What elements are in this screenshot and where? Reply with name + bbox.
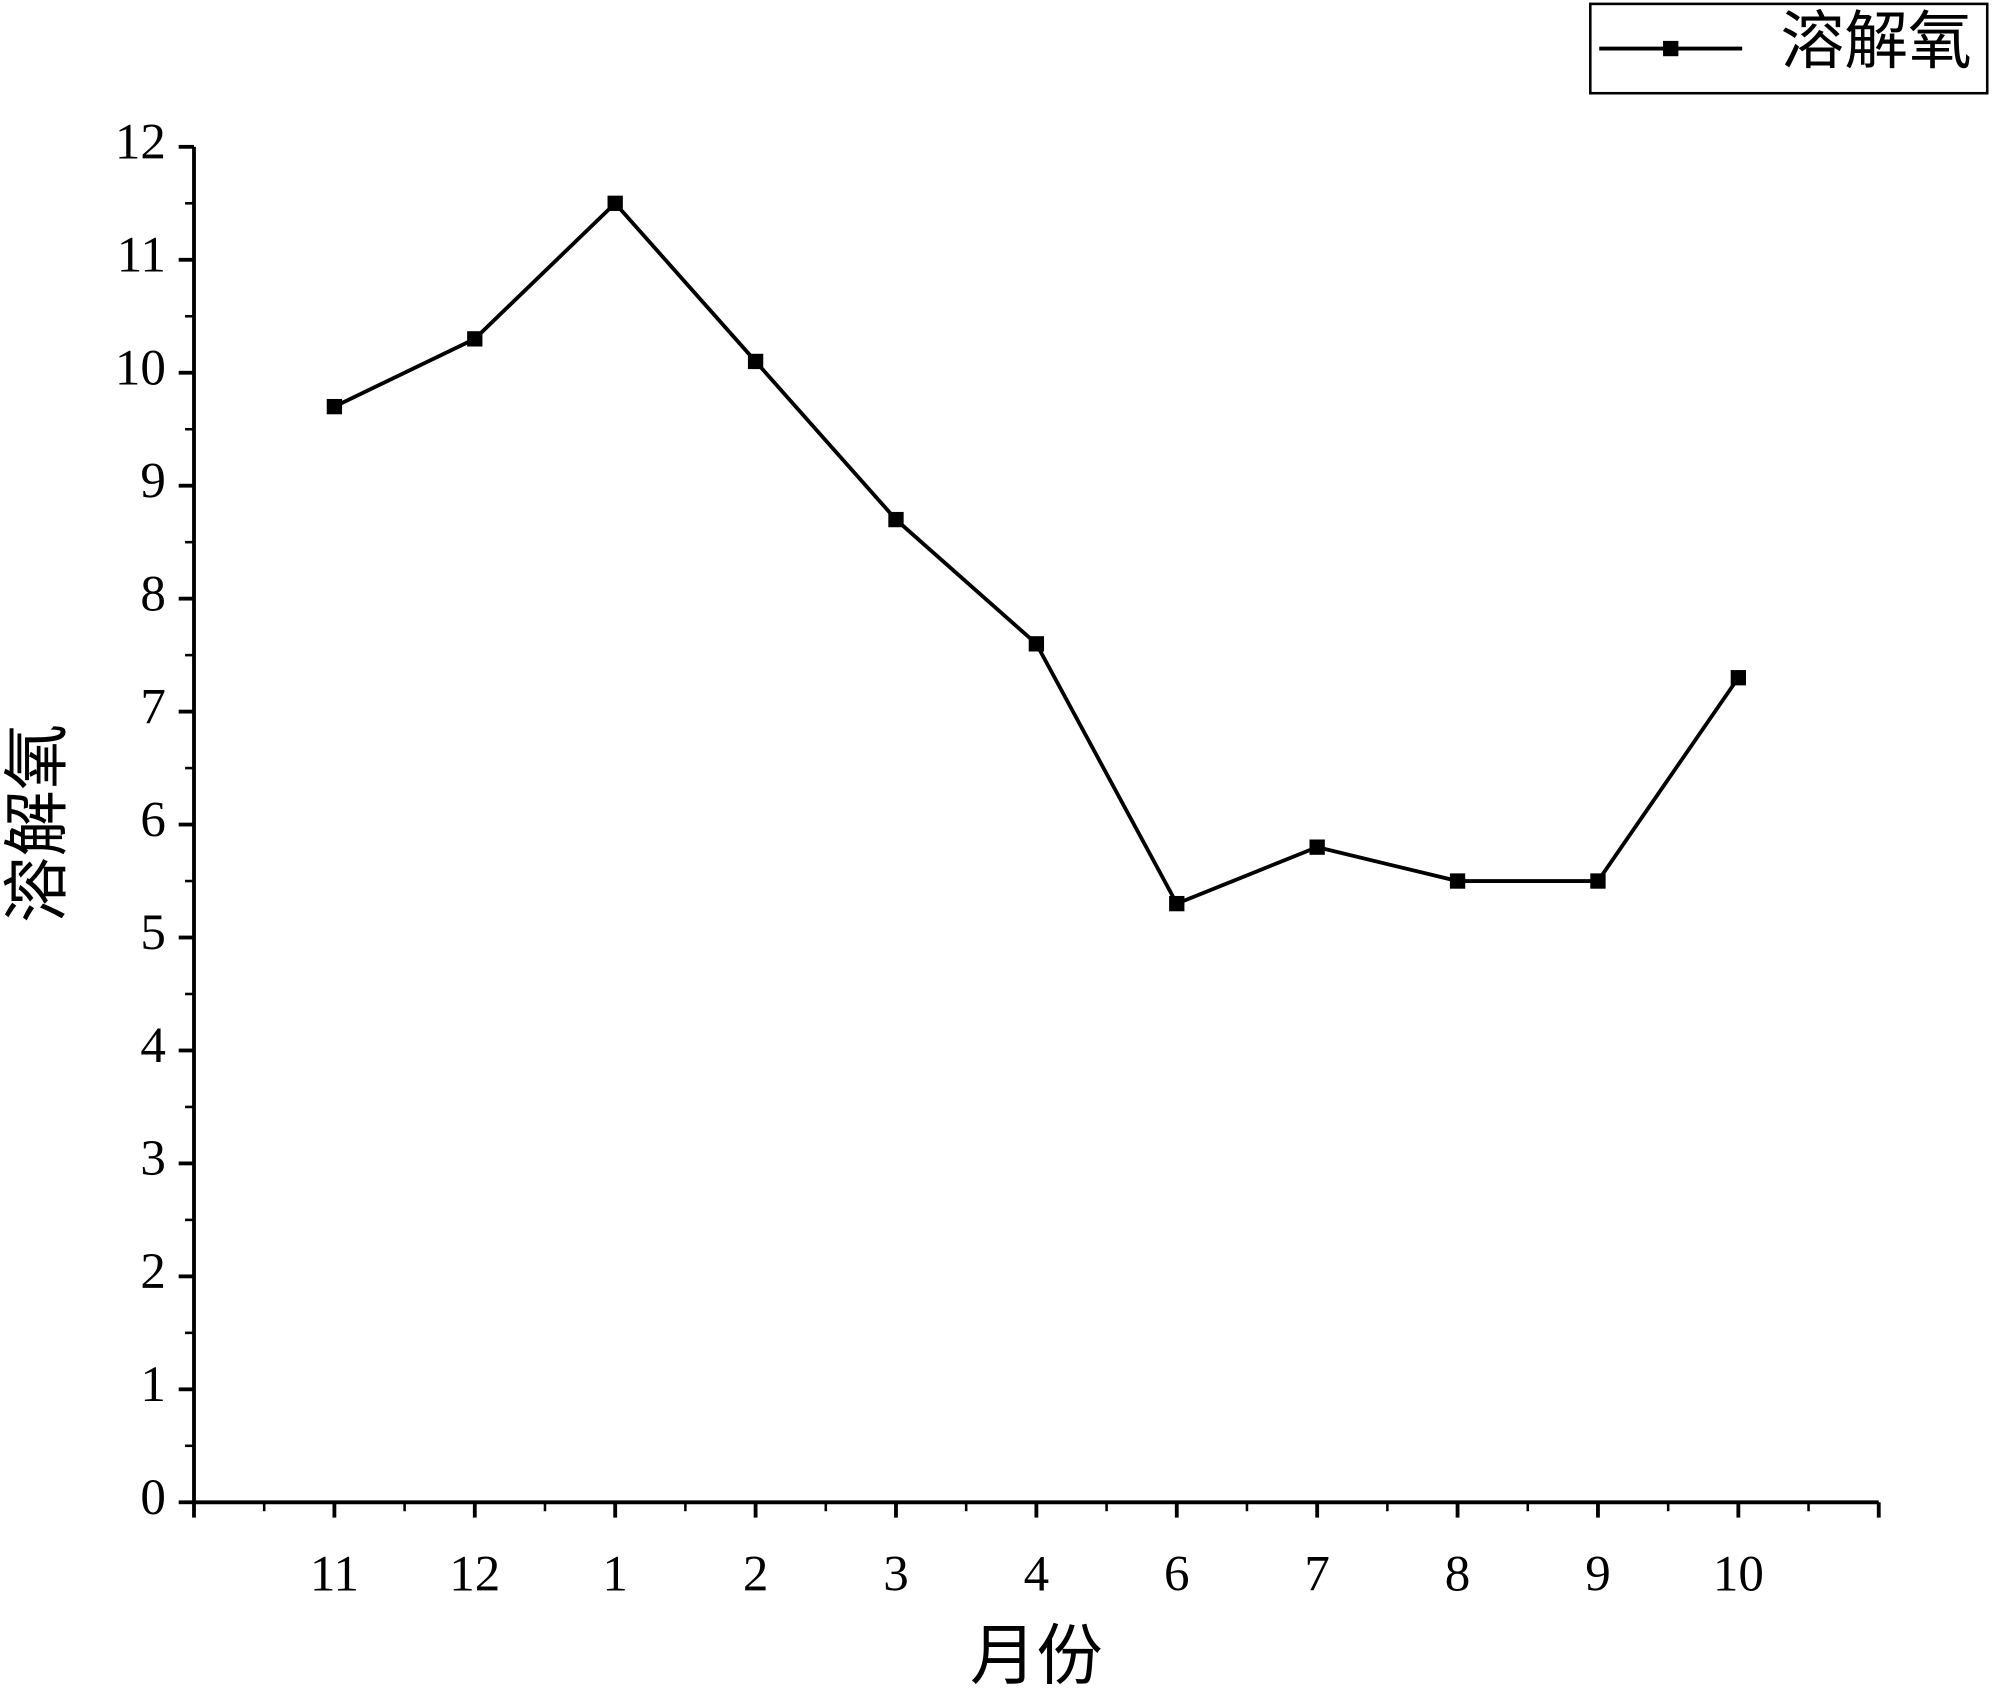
marker bbox=[607, 195, 623, 211]
marker bbox=[1309, 839, 1325, 855]
x-tick-label: 1 bbox=[602, 1547, 628, 1603]
y-tick-label: 9 bbox=[140, 453, 166, 509]
x-axis-label: 月份 bbox=[970, 1620, 1103, 1693]
marker bbox=[1449, 873, 1466, 889]
x-tick-label: 10 bbox=[1713, 1547, 1764, 1603]
legend-marker bbox=[1663, 40, 1679, 57]
y-tick-label: 7 bbox=[140, 679, 166, 735]
x-tick-label: 11 bbox=[310, 1547, 359, 1603]
x-tick-label: 3 bbox=[883, 1547, 909, 1603]
y-tick-label: 6 bbox=[140, 792, 166, 848]
marker bbox=[1169, 895, 1185, 912]
x-tick-label: 2 bbox=[743, 1547, 769, 1603]
y-tick-label: 10 bbox=[115, 340, 166, 396]
y-tick-label: 8 bbox=[140, 566, 166, 622]
y-tick-label: 1 bbox=[140, 1357, 166, 1413]
marker bbox=[467, 331, 483, 347]
y-tick-label: 5 bbox=[140, 905, 166, 961]
marker bbox=[326, 398, 343, 415]
x-tick-label: 12 bbox=[449, 1547, 500, 1603]
x-tick-label: 6 bbox=[1164, 1547, 1190, 1603]
y-tick-label: 3 bbox=[140, 1131, 166, 1187]
y-axis-label: 溶解氧 bbox=[2, 724, 75, 923]
x-tick-label: 7 bbox=[1304, 1547, 1330, 1603]
y-tick-label: 4 bbox=[140, 1018, 166, 1074]
x-tick-label: 8 bbox=[1445, 1547, 1471, 1603]
y-tick-label: 2 bbox=[140, 1244, 166, 1300]
x-tick-label: 4 bbox=[1024, 1547, 1050, 1603]
marker bbox=[1028, 636, 1045, 652]
marker bbox=[747, 353, 764, 370]
y-tick-label: 11 bbox=[117, 228, 166, 284]
y-tick-label: 12 bbox=[115, 115, 166, 171]
legend-label: 溶解氧 bbox=[1780, 6, 1971, 77]
x-tick-label: 9 bbox=[1585, 1547, 1611, 1603]
marker bbox=[1730, 670, 1747, 686]
marker bbox=[888, 511, 904, 528]
marker bbox=[1590, 873, 1606, 889]
y-tick-label: 0 bbox=[140, 1470, 166, 1526]
